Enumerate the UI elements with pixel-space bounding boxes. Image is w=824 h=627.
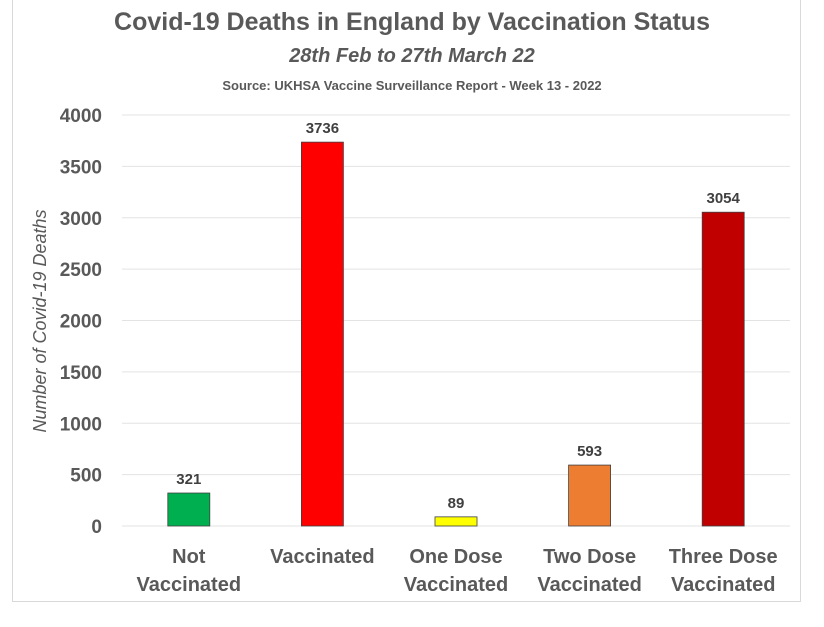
y-tick-label: 4000 <box>60 106 102 127</box>
chart-subtitle: 28th Feb to 27th March 22 <box>289 45 535 67</box>
y-axis-label: Number of Covid-19 Deaths <box>30 209 50 432</box>
x-tick-label: Three Dose <box>669 546 778 568</box>
y-tick-label: 3000 <box>60 209 102 230</box>
x-tick-label: Vaccinated <box>137 574 242 596</box>
x-tick-label: One Dose <box>409 546 502 568</box>
data-label: 593 <box>577 443 602 460</box>
bar <box>568 464 611 527</box>
x-tick-label: Vaccinated <box>404 574 509 596</box>
x-tick-label: Two Dose <box>543 546 636 568</box>
y-tick-label: 2500 <box>60 260 102 281</box>
chart-source: Source: UKHSA Vaccine Surveillance Repor… <box>222 78 602 93</box>
x-tick-label: Not <box>172 546 206 568</box>
data-label: 3736 <box>306 120 339 137</box>
bar <box>701 211 745 527</box>
y-tick-label: 0 <box>91 517 102 538</box>
y-tick-label: 1000 <box>60 414 102 435</box>
y-tick-label: 2000 <box>60 312 102 333</box>
x-tick-label: Vaccinated <box>671 574 776 596</box>
x-tick-label: Vaccinated <box>537 574 642 596</box>
bar <box>300 141 344 527</box>
x-tick-label: Vaccinated <box>270 546 375 568</box>
data-label: 3054 <box>707 190 741 207</box>
bar <box>434 516 478 527</box>
data-label: 89 <box>448 495 465 512</box>
y-tick-label: 1500 <box>60 363 102 384</box>
chart-title: Covid-19 Deaths in England by Vaccinatio… <box>114 8 710 36</box>
y-tick-label: 3500 <box>60 157 102 178</box>
data-label: 321 <box>176 471 201 488</box>
y-tick-label: 500 <box>70 466 102 487</box>
bar <box>167 492 211 527</box>
chart-frame <box>12 0 801 602</box>
